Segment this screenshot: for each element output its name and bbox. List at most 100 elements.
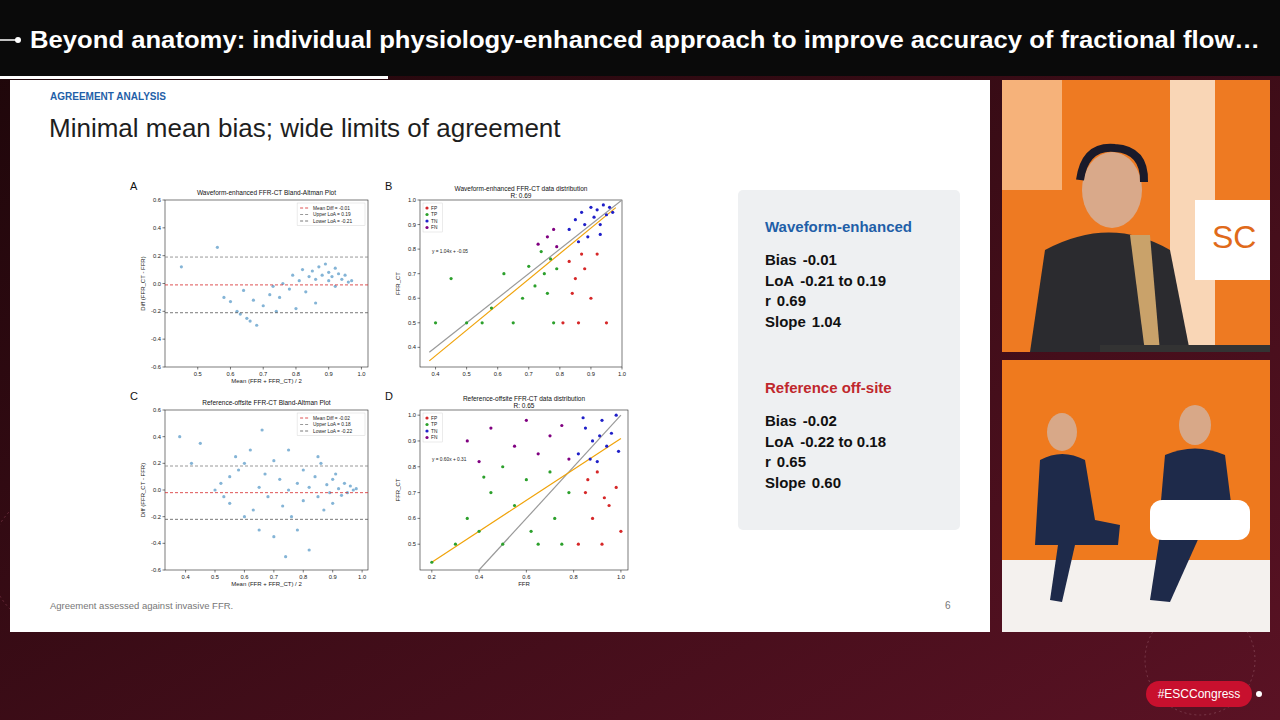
x-axis-label: FFR [518,581,530,587]
plot-frame [420,410,628,570]
sign-text: SC [1212,219,1256,255]
y-tick-label: -0.4 [151,540,162,546]
stats-value: -0.01 [803,251,837,268]
legend-swatch [425,226,428,229]
data-point [343,274,346,277]
x-tick [332,570,333,573]
slide-title: Minimal mean bias; wide limits of agreem… [49,113,561,143]
plot-area [430,414,622,570]
data-point [537,452,540,455]
legend-swatch [300,424,310,425]
data-point [552,321,555,324]
footnote: Agreement assessed against invasive FFR. [50,600,233,611]
data-point [536,243,539,246]
y-tick [163,367,166,368]
y-tick-label: 1.0 [408,412,416,418]
data-point [589,457,592,460]
legend-label: Lower LoA = -0.22 [313,429,352,434]
data-point [598,434,601,437]
hashtag: #ESCCongress [1158,687,1241,701]
stats-row: r0.69 [765,292,806,309]
reference-line [479,415,621,570]
data-point [596,252,599,255]
data-point [577,543,580,546]
x-tick-label: 0.9 [325,371,333,377]
stats-value: 1.04 [812,313,842,330]
data-point [302,468,305,471]
data-point [577,452,580,455]
data-point [490,306,493,309]
data-point [617,450,620,453]
x-tick [185,570,186,573]
legend-label: Mean Diff = -0.01 [313,206,350,211]
reference-line [429,208,615,361]
data-point [199,442,202,445]
y-tick-label: 0.4 [153,225,162,231]
y-tick-label: 0.5 [408,320,416,326]
legend-label: Upper LoA = 0.19 [313,212,351,217]
x-tick-label: 0.7 [259,371,267,377]
data-point [589,297,592,300]
x-tick [620,570,621,573]
data-point [291,274,294,277]
x-tick [303,570,304,573]
data-point [549,257,552,260]
x-tick [479,570,480,573]
background [0,0,1280,720]
data-point [603,496,606,499]
data-point [529,530,532,533]
data-point [190,462,193,465]
x-tick [295,367,296,370]
data-point [527,265,530,268]
reference-line [432,438,621,562]
data-point [525,478,528,481]
data-point [546,292,549,295]
data-point [577,321,580,324]
y-tick-label: 0.6 [153,197,161,203]
data-point [589,206,592,209]
stats-label: Slope [765,474,806,491]
y-tick [418,322,421,323]
legend-label: FN [431,225,438,230]
x-tick [622,367,623,370]
data-point [560,543,563,546]
data-point [481,321,484,324]
stats-label: LoA [765,272,794,289]
y-tick [163,410,166,411]
legend-swatch [300,214,310,215]
hashtag-dot [1256,691,1262,697]
stats-value: 0.60 [812,474,841,491]
y-tick-label: 0.8 [408,464,416,470]
data-point [540,250,543,253]
data-point [525,419,528,422]
y-tick-label: 0.5 [408,541,416,547]
x-tick-label: 0.7 [525,371,533,377]
x-tick [328,367,329,370]
y-tick [163,283,166,284]
reference-hline [165,257,368,258]
data-point [591,517,594,520]
data-point [307,275,310,278]
y-tick [418,466,421,467]
x-tick [215,570,216,573]
x-tick-label: 0.6 [494,371,502,377]
x-tick-label: 0.8 [299,574,307,580]
legend-swatch [300,221,310,222]
data-point [596,208,599,211]
chart: AWaveform-enhanced FFR-CT Bland-Altman P… [130,180,368,384]
data-point [322,508,325,511]
data-point [334,267,337,270]
plot-area [165,246,368,327]
data-point [454,543,457,546]
x-tick [244,570,245,573]
y-tick [418,347,421,348]
data-point [605,321,608,324]
data-point [228,502,231,505]
y-tick [163,516,166,517]
data-point [600,419,603,422]
panelist-leg [1150,535,1200,602]
data-point [327,271,330,274]
chart-subtitle: R: 0.65 [514,402,535,409]
legend-label: FP [431,416,437,421]
y-tick-label: -0.2 [151,308,161,314]
